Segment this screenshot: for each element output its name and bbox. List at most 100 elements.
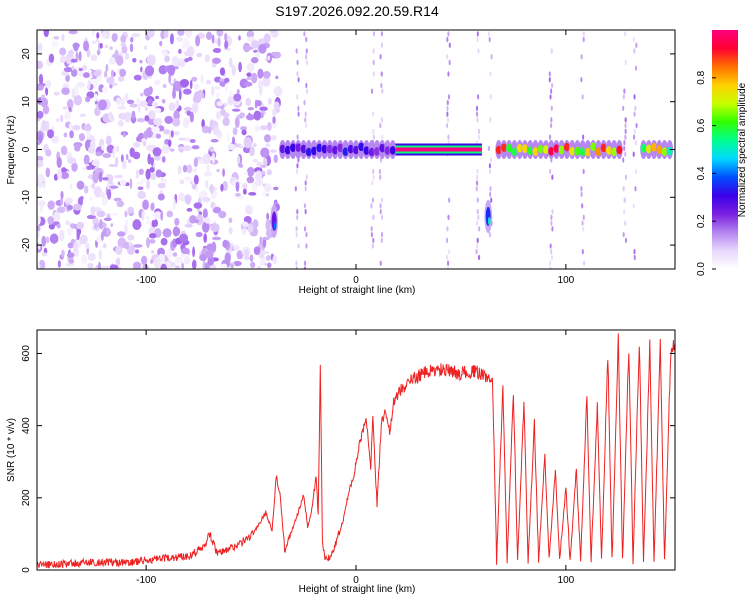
noise-cell (228, 227, 233, 235)
noise-cell (163, 30, 169, 39)
noise-cell (41, 235, 47, 247)
noise-cell (210, 138, 219, 143)
noise-cell (209, 146, 215, 152)
noise-cell (161, 156, 166, 163)
noise-cell (94, 101, 98, 105)
streak-cell (475, 249, 478, 255)
noise-cell (229, 90, 234, 98)
noise-cell (186, 164, 193, 174)
noise-cell (222, 117, 230, 126)
noise-cell (92, 207, 102, 212)
noise-cell (103, 217, 112, 221)
noise-cell (192, 246, 196, 258)
noise-cell (222, 181, 228, 192)
noise-cell (68, 258, 75, 264)
noise-cell (249, 261, 256, 269)
noise-cell (193, 202, 203, 209)
streak-cell (624, 151, 627, 157)
colorbar-tick-label: 0.8 (696, 70, 707, 84)
noise-cell (182, 164, 188, 173)
noise-cell (98, 261, 101, 269)
noise-cell (228, 57, 233, 68)
noise-cell (214, 86, 221, 90)
carrier-segment (590, 142, 597, 152)
noise-cell (73, 85, 79, 97)
noise-cell (239, 145, 244, 149)
noise-cell (78, 67, 83, 72)
noise-cell (255, 126, 261, 131)
streak-cell (551, 209, 554, 215)
noise-cell (228, 217, 233, 224)
noise-cell (104, 70, 108, 78)
noise-cell (216, 101, 224, 107)
noise-cell (145, 127, 154, 139)
noise-cell (246, 62, 255, 72)
noise-cell (181, 262, 184, 269)
noise-cell (174, 265, 180, 269)
noise-cell (220, 183, 224, 192)
noise-cell (211, 86, 215, 96)
carrier-segment (353, 145, 359, 155)
noise-cell (124, 210, 128, 218)
noise-cell (145, 168, 151, 180)
spectrogram-y-ticks: -20 -10 0 10 20 (21, 48, 675, 252)
noise-cell (266, 262, 272, 269)
noise-cell (120, 34, 127, 44)
streak-cell (624, 117, 627, 123)
noise-cell (243, 81, 253, 87)
y-tick-label: 10 (21, 96, 32, 108)
noise-cell (140, 66, 143, 73)
streak-cell (305, 174, 308, 180)
noise-cell (45, 149, 52, 157)
streak-cell (581, 203, 584, 209)
noise-cell (37, 228, 40, 240)
noise-cell (92, 172, 99, 184)
streak-cell (580, 54, 583, 60)
noise-cell (117, 231, 126, 237)
noise-cell (273, 154, 278, 164)
noise-cell (144, 45, 147, 51)
noise-cell (70, 58, 78, 63)
streak-cell (475, 105, 478, 112)
noise-cell (149, 110, 154, 115)
streak-cell (296, 209, 299, 215)
streak-cell (372, 128, 375, 134)
noise-cell (224, 252, 231, 264)
noise-cell (255, 51, 261, 59)
streak-cell (372, 59, 375, 66)
noise-cell (199, 253, 208, 262)
noise-cell (110, 69, 115, 78)
noise-cell (202, 221, 210, 233)
carrier-segment (595, 147, 602, 157)
noise-cell (273, 85, 283, 97)
noise-cell (238, 162, 243, 168)
noise-cell (147, 98, 153, 106)
noise-cell (245, 46, 254, 51)
noise-cell (262, 70, 271, 79)
noise-cell (118, 174, 123, 179)
colorbar-tick-label: 0.2 (696, 214, 707, 228)
streak-cell (447, 134, 450, 140)
noise-cell (157, 193, 165, 201)
noise-cell (147, 30, 155, 38)
noise-cell (106, 227, 110, 236)
noise-cell (205, 179, 209, 189)
streak-cell (446, 237, 449, 243)
noise-cell (205, 249, 214, 259)
noise-cell (216, 92, 220, 99)
noise-cell (177, 30, 185, 36)
streak-cell (582, 214, 585, 221)
noise-cell (91, 160, 100, 167)
noise-cell (179, 179, 185, 185)
noise-cell (132, 57, 137, 63)
carrier-segment (284, 145, 291, 155)
noise-cell (167, 139, 172, 147)
streak-cell (448, 59, 451, 66)
noise-cell (137, 102, 141, 113)
noise-cell (143, 87, 152, 97)
streak-cell (295, 168, 299, 175)
noise-cell (163, 129, 171, 135)
noise-cell (146, 216, 150, 220)
noise-cell (129, 43, 134, 53)
noise-cell (227, 96, 234, 106)
